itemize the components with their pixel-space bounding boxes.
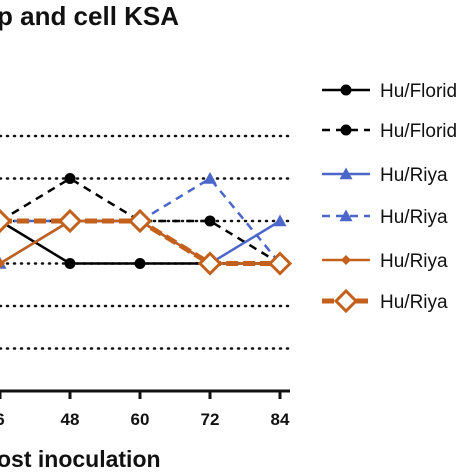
legend-label-2: Hu/Florid — [380, 121, 457, 142]
legend: Hu/Florid Hu/Florid Hu/Riya Hu/Riya Hu/Riya H… — [322, 81, 457, 314]
series-5-point-0 — [0, 258, 5, 269]
legend-marker-4 — [339, 209, 353, 222]
series-6-point-4 — [267, 251, 293, 276]
series-6 — [0, 208, 293, 276]
legend-marker-5 — [341, 255, 351, 265]
x-axis-label: ost inoculation — [0, 446, 161, 472]
legend-marker-3 — [339, 167, 353, 180]
series-6-point-1 — [57, 208, 83, 234]
series-1-point-2 — [134, 258, 146, 269]
legend-label-3: Hu/Riya — [380, 165, 448, 186]
x-tick-label-4: 84 — [271, 410, 290, 429]
series-2-point-1 — [64, 173, 76, 184]
x-axis-ticks: 6 48 60 72 84 — [0, 391, 290, 429]
x-tick-label-0: 6 — [0, 410, 5, 429]
series-2-point-3 — [204, 215, 216, 227]
legend-label-6: Hu/Riya — [380, 292, 448, 313]
series-4-point-3 — [203, 172, 217, 184]
legend-label-4: Hu/Riya — [380, 207, 448, 228]
chart-title: p and cell KSA — [0, 1, 179, 31]
legend-marker-6 — [333, 288, 359, 314]
x-tick-label-1: 48 — [61, 410, 80, 429]
x-tick-label-2: 60 — [131, 410, 150, 429]
series-6-point-2 — [127, 208, 153, 234]
series-1-point-1 — [64, 258, 76, 269]
legend-label-1: Hu/Florid — [380, 81, 457, 102]
series-6-point-3 — [197, 251, 223, 276]
x-tick-label-3: 72 — [201, 410, 220, 429]
series-6-point-0 — [0, 208, 13, 234]
legend-marker-2 — [340, 124, 352, 136]
legend-label-5: Hu/Riya — [380, 251, 448, 272]
series-group — [0, 172, 293, 276]
series-3-point-4 — [273, 214, 287, 227]
legend-marker-1 — [340, 84, 352, 96]
